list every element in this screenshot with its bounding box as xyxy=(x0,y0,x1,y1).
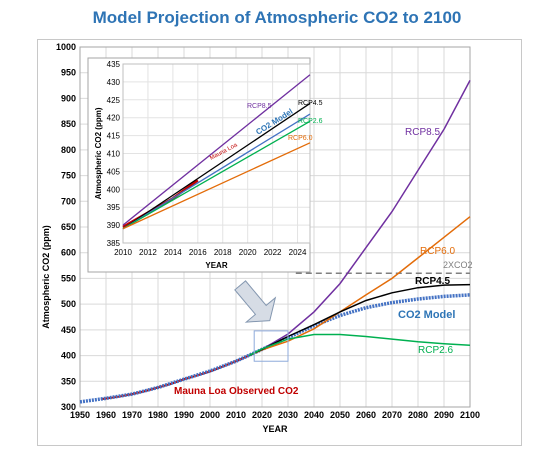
x-tick-label: 2060 xyxy=(356,410,376,420)
inset-y-tick-label: 415 xyxy=(107,132,121,141)
inset-label-rcp45: RCP4.5 xyxy=(298,100,323,107)
inset-y-tick-label: 410 xyxy=(107,150,121,159)
inset-y-tick-label: 385 xyxy=(107,239,121,248)
inset-x-tick-label: 2018 xyxy=(214,248,232,257)
inset-y-tick-label: 420 xyxy=(107,114,121,123)
inset-label-rcp26: RCP2.6 xyxy=(298,118,323,125)
x-tick-label: 2030 xyxy=(278,410,298,420)
inset-series-line-rcp2-6 xyxy=(122,120,311,230)
y-tick-label: 650 xyxy=(61,222,76,232)
inset-series-line-co2-model xyxy=(122,113,311,230)
chart-title: Model Projection of Atmospheric CO2 to 2… xyxy=(92,8,462,27)
inset-y-tick-label: 395 xyxy=(107,203,121,212)
inset-y-tick-label: 435 xyxy=(107,60,121,69)
inset-plot-border xyxy=(122,63,311,244)
y-tick-label: 550 xyxy=(61,273,76,283)
inset-y-axis-label: Atmospheric CO2 (ppm) xyxy=(94,107,103,199)
inset-series-line-rcp4-5 xyxy=(122,102,311,230)
y-tick-label: 350 xyxy=(61,376,76,386)
inset-series-line-rcp6-0 xyxy=(122,142,311,230)
x-tick-label: 1960 xyxy=(96,410,116,420)
y-tick-label: 800 xyxy=(61,145,76,155)
label-rcp45: RCP4.5 xyxy=(415,276,450,287)
label-mauna-loa-observed: Mauna Loa Observed CO2 xyxy=(174,386,299,397)
series-line-rcp4-5 xyxy=(248,283,471,357)
x-axis-label: YEAR xyxy=(262,424,288,434)
x-tick-label: 1990 xyxy=(174,410,194,420)
y-tick-label: 700 xyxy=(61,196,76,206)
x-tick-label: 2090 xyxy=(434,410,454,420)
y-tick-label: 1000 xyxy=(56,42,76,52)
y-tick-label: 450 xyxy=(61,325,76,335)
x-tick-label: 2040 xyxy=(304,410,324,420)
y-tick-label: 900 xyxy=(61,93,76,103)
series-line-rcp6-0 xyxy=(248,216,471,357)
label-rcp26: RCP2.6 xyxy=(418,345,453,356)
y-tick-label: 300 xyxy=(61,402,76,412)
plot-area-border xyxy=(79,46,471,408)
inset-x-tick-label: 2012 xyxy=(139,248,157,257)
inset-y-tick-label: 390 xyxy=(107,221,121,230)
y-tick-label: 400 xyxy=(61,351,76,361)
x-tick-label: 1980 xyxy=(148,410,168,420)
inset-y-tick-label: 425 xyxy=(107,96,121,105)
inset-label-rcp60: RCP6.0 xyxy=(288,135,313,142)
label-2xco2: 2XCO2 xyxy=(443,260,473,270)
x-tick-label: 1970 xyxy=(122,410,142,420)
x-tick-label: 2000 xyxy=(200,410,220,420)
y-tick-label: 600 xyxy=(61,248,76,258)
label-rcp60: RCP6.0 xyxy=(420,246,455,257)
zoom-arrow xyxy=(234,280,277,323)
label-rcp85: RCP8.5 xyxy=(405,127,440,138)
inset-y-tick-label: 430 xyxy=(107,78,121,87)
label-co2-model: CO2 Model xyxy=(398,309,455,321)
x-tick-label: 2080 xyxy=(408,410,428,420)
y-tick-label: 500 xyxy=(61,299,76,309)
inset-y-tick-label: 400 xyxy=(107,185,121,194)
x-tick-label: 2020 xyxy=(252,410,272,420)
inset-y-tick-label: 405 xyxy=(107,167,121,176)
inset-series-line-rcp8-5 xyxy=(122,74,311,226)
inset-x-axis-label: YEAR xyxy=(205,261,227,270)
inset-x-tick-label: 2022 xyxy=(264,248,282,257)
inset-label-rcp85: RCP8.5 xyxy=(247,103,272,110)
x-tick-label: 2010 xyxy=(226,410,246,420)
y-tick-label: 950 xyxy=(61,68,76,78)
series-line-rcp2-6 xyxy=(248,333,471,357)
x-tick-label: 1950 xyxy=(70,410,90,420)
inset-x-tick-label: 2010 xyxy=(114,248,132,257)
x-tick-label: 2100 xyxy=(460,410,480,420)
inset-x-tick-label: 2016 xyxy=(189,248,207,257)
inset-x-tick-label: 2020 xyxy=(239,248,257,257)
inset-x-tick-label: 2014 xyxy=(164,248,182,257)
inset-x-tick-label: 2024 xyxy=(289,248,307,257)
zoom-region-box xyxy=(253,330,289,362)
x-tick-label: 2070 xyxy=(382,410,402,420)
y-tick-label: 750 xyxy=(61,171,76,181)
x-tick-label: 2050 xyxy=(330,410,350,420)
y-axis-label: Atmospheric CO2 (ppm) xyxy=(41,225,51,329)
inset-panel xyxy=(87,57,311,273)
y-tick-label: 850 xyxy=(61,119,76,129)
series-line-rcp8-5 xyxy=(248,80,471,357)
